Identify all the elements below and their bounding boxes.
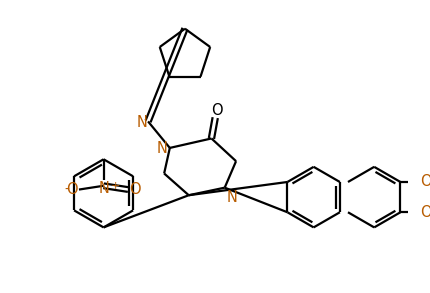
Text: N: N (136, 115, 147, 130)
Text: O: O (66, 182, 78, 197)
Text: O: O (129, 182, 141, 197)
Text: O: O (211, 103, 223, 117)
Text: N: N (227, 190, 237, 205)
Text: N: N (98, 181, 109, 196)
Text: -: - (64, 183, 70, 197)
Text: N: N (157, 141, 168, 156)
Text: O: O (420, 205, 430, 220)
Text: +: + (111, 181, 120, 191)
Text: O: O (420, 175, 430, 190)
